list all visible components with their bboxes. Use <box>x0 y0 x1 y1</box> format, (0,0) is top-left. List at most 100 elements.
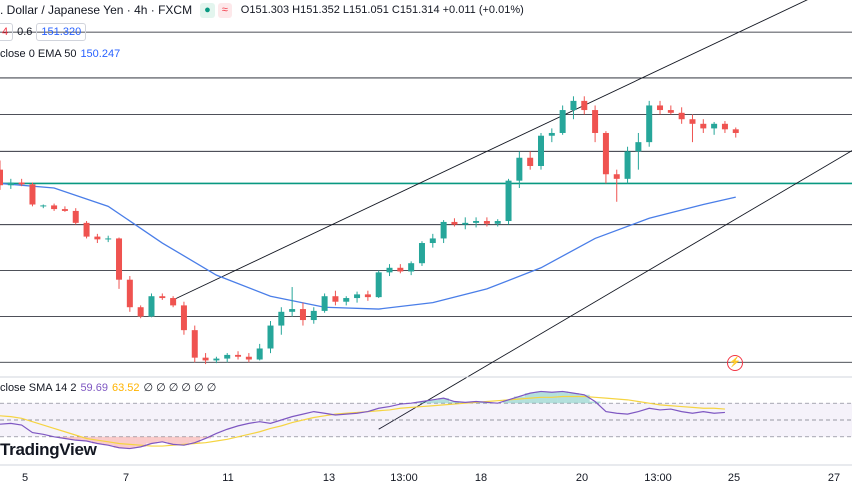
candle-body <box>440 221 447 239</box>
candle-body <box>72 210 79 223</box>
market-open-dot-icon: ● <box>200 2 215 18</box>
candle-body <box>635 142 642 152</box>
ohlc-values: O151.303 H151.352 L151.051 C151.314 +0.0… <box>240 4 524 16</box>
candle-body <box>289 309 296 312</box>
candle-body <box>667 110 674 113</box>
candle-body <box>170 298 177 306</box>
candle-body <box>159 296 166 299</box>
rsi-oversold-fill <box>146 436 157 444</box>
time-axis-label: 20 <box>575 472 589 484</box>
time-axis-label: 13 <box>322 472 336 484</box>
time-axis-label: 18 <box>474 472 488 484</box>
trend-channel <box>172 0 852 430</box>
candle-body <box>646 105 653 143</box>
candle-body <box>267 325 274 349</box>
rsi-overbought-fill <box>427 399 439 404</box>
horizontal-levels <box>0 31 852 363</box>
candle-body <box>137 307 144 317</box>
rsi-oversold-fill <box>167 436 179 445</box>
wave-icon: ≈ <box>217 2 232 18</box>
candle-body <box>700 123 707 129</box>
candle-body <box>191 330 198 358</box>
time-axis-label: 5 <box>21 472 29 484</box>
candle-body <box>354 294 361 299</box>
rsi-legend[interactable]: close SMA 14 2 59.69 63.52 ∅ ∅ ∅ ∅ ∅ ∅ <box>0 381 216 394</box>
rsi-oversold-fill <box>124 436 136 449</box>
time-axis-label: 27 <box>827 472 841 484</box>
spread-value: 0.6 <box>17 26 33 38</box>
rsi-overbought-fill <box>503 399 514 404</box>
channel-lower-line <box>378 150 852 430</box>
time-axis-label: 7 <box>122 472 130 484</box>
candle-body <box>343 298 350 302</box>
time-axis-label: 25 <box>727 472 741 484</box>
rsi-oversold-fill <box>135 436 147 447</box>
rsi-pane <box>0 376 852 466</box>
rsi-oversold-fill <box>178 436 190 446</box>
flash-alert-icon[interactable]: ⚡ <box>727 355 743 371</box>
candle-body <box>418 243 425 264</box>
candle-body <box>538 135 544 166</box>
rsi-value: 59.69 <box>80 382 108 394</box>
candle-body <box>94 236 101 240</box>
sell-price[interactable]: 4 <box>0 23 14 41</box>
rsi-oversold-fill <box>156 436 168 442</box>
candle-body <box>473 221 480 223</box>
candle-body <box>375 272 382 298</box>
rsi-overbought-fill <box>513 396 525 404</box>
candle-body <box>245 356 252 360</box>
candle-body <box>40 205 47 207</box>
rsi-overbought-fill <box>589 401 601 404</box>
candle-body <box>332 296 339 302</box>
candle-body <box>657 105 664 111</box>
candle-body <box>213 358 220 361</box>
ema-50-path <box>0 182 736 310</box>
rsi-oversold-fill <box>113 436 125 448</box>
rsi-sma-value: 63.52 <box>111 382 140 394</box>
rsi-legend-label: close SMA 14 2 <box>0 382 77 394</box>
candle-body <box>224 354 231 359</box>
candle-body <box>527 157 534 166</box>
candle-body <box>116 238 123 280</box>
buy-price[interactable]: 151.320 <box>36 23 87 41</box>
candle-body <box>451 221 458 225</box>
rsi-oversold-fill <box>200 436 211 439</box>
candle-body <box>83 222 90 237</box>
ema-legend[interactable]: close 0 EMA 50 150.247 <box>0 48 120 60</box>
channel-upper-line <box>172 0 808 301</box>
candle-body <box>505 180 512 222</box>
chart-header: . Dollar / Japanese Yen · 4h · FXCM ● ≈ … <box>0 0 524 20</box>
rsi-oversold-fill <box>59 436 71 439</box>
time-axis-label: 11 <box>222 472 234 484</box>
candle-body <box>462 222 469 225</box>
time-axis-label: 13:00 <box>644 472 672 484</box>
candle-body <box>256 348 263 360</box>
candle-body <box>61 209 68 211</box>
rsi-overbought-fill <box>416 401 428 404</box>
candle-body <box>624 151 631 179</box>
rsi-overbought-fill <box>449 401 460 404</box>
trade-row: 4 0.6 151.320 <box>0 23 90 41</box>
candle-body <box>711 123 718 129</box>
candle-body <box>299 309 306 321</box>
candle-body <box>613 174 620 179</box>
candle-body <box>29 184 36 205</box>
candle-body <box>732 129 739 133</box>
rsi-overbought-fill <box>568 393 579 404</box>
candle-body <box>321 296 328 311</box>
candle-body <box>570 100 577 111</box>
candle-body <box>18 182 25 185</box>
rsi-empty-values: ∅ ∅ ∅ ∅ ∅ ∅ <box>143 382 217 394</box>
candle-body <box>364 294 371 298</box>
rsi-overbought-fill <box>578 394 590 404</box>
time-axis-label: 13:00 <box>390 472 418 484</box>
candles <box>0 96 739 365</box>
candle-body <box>581 100 588 111</box>
candle-body <box>689 119 696 124</box>
candle-body <box>494 221 501 224</box>
symbol-title[interactable]: . Dollar / Japanese Yen · 4h · FXCM <box>0 3 193 17</box>
rsi-oversold-fill <box>102 436 114 446</box>
candle-body <box>721 123 728 130</box>
candle-body <box>483 221 490 224</box>
